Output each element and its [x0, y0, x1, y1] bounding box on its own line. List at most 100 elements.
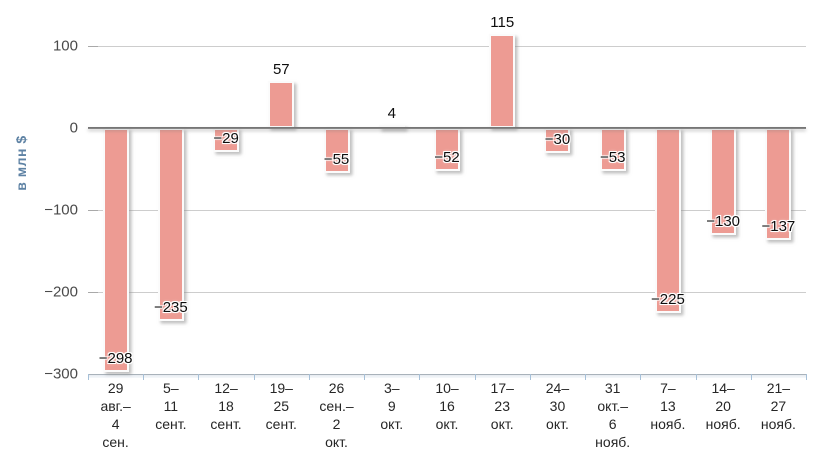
x-axis-label: 12– 18 сент. — [197, 379, 255, 433]
x-axis-label: 14– 20 нояб. — [694, 379, 752, 433]
x-axis-label: 26 сен.– 2 окт. — [308, 379, 366, 451]
x-axis-label-line: 19– — [269, 380, 293, 396]
x-axis-label-line: 31 — [604, 380, 621, 396]
x-axis-label: 24– 30 окт. — [528, 379, 586, 433]
x-axis-label-line: окт. — [435, 416, 459, 432]
x-axis-label-line: 5– — [163, 380, 179, 396]
bar-value-label: 4 — [387, 105, 396, 122]
x-axis-label-line: сен. — [102, 434, 129, 450]
x-axis-label-line: 6 — [608, 416, 617, 432]
x-axis-line — [88, 374, 806, 378]
x-axis-label-line: 11 — [163, 398, 179, 414]
x-axis-label: 3– 9 окт. — [363, 379, 421, 433]
x-axis-label-line: 12– — [214, 380, 238, 396]
bar-value-label: −29 — [213, 130, 239, 147]
x-axis-label-line: 23 — [494, 398, 510, 414]
bar — [268, 81, 294, 128]
x-tick-mark — [585, 374, 586, 380]
x-axis-label-line: 17– — [490, 380, 514, 396]
x-axis-label: 5– 11 сент. — [142, 379, 200, 433]
x-axis-label-line: 9 — [387, 398, 396, 414]
x-axis-label-line: 3– — [383, 380, 400, 396]
x-axis-label-line: окт.– — [597, 398, 628, 414]
x-axis-label-line: нояб. — [595, 434, 631, 450]
bar-value-label: −137 — [761, 218, 796, 235]
bar — [600, 128, 626, 171]
x-tick-mark — [364, 374, 365, 380]
bar-value-label: −298 — [98, 350, 133, 367]
bar — [489, 34, 515, 128]
bar-value-label: −52 — [434, 149, 460, 166]
x-tick-mark — [254, 374, 255, 380]
x-axis-label-line: 25 — [273, 398, 290, 414]
zero-axis-line — [88, 127, 806, 129]
x-tick-mark — [640, 374, 641, 380]
bar — [544, 128, 570, 153]
bar — [158, 128, 184, 321]
x-axis-label-line: сент. — [265, 416, 297, 432]
x-axis-label-line: 2 — [332, 416, 341, 432]
x-axis-label-line: 16 — [439, 398, 455, 414]
x-tick-mark — [530, 374, 531, 380]
x-axis-label: 29 авг.– 4 сен. — [87, 379, 145, 451]
x-tick-mark — [751, 374, 752, 380]
x-axis-label-line: 21– — [766, 380, 791, 396]
bar-value-label: −53 — [599, 149, 626, 166]
y-gridline — [88, 46, 806, 47]
x-tick-mark — [419, 374, 420, 380]
x-axis-label-line: 30 — [549, 398, 566, 414]
bar-value-label: −235 — [153, 299, 188, 316]
x-tick-mark — [143, 374, 144, 380]
x-axis-label-line: нояб. — [705, 416, 741, 432]
bar — [103, 128, 129, 372]
y-tick-mark — [88, 292, 98, 293]
x-axis-label-line: 13 — [660, 398, 676, 414]
x-axis-label-line: 29 — [107, 380, 124, 396]
bar — [324, 128, 350, 173]
x-tick-mark — [806, 374, 807, 380]
x-axis-label-line: 14– — [711, 380, 735, 396]
x-axis-label-line: 20 — [715, 398, 731, 414]
y-axis-tick-label: −100 — [44, 201, 78, 219]
x-axis-label-line: нояб. — [650, 416, 686, 432]
y-gridline — [88, 292, 806, 293]
y-axis-tick-label: 100 — [52, 37, 78, 55]
bar-value-label: −225 — [651, 291, 685, 308]
x-axis-label-line: нояб. — [760, 416, 796, 432]
x-axis-label-line: 26 — [328, 380, 345, 396]
x-axis-label-line: 7– — [660, 380, 676, 396]
y-axis-tick-label: −300 — [44, 365, 78, 383]
x-axis-label-line: сен.– — [319, 398, 354, 414]
x-axis-label-line: 4 — [111, 416, 120, 432]
x-axis-label-line: окт. — [325, 434, 348, 450]
x-axis-label-line: 10– — [435, 380, 459, 396]
x-axis-label: 19– 25 сент. — [252, 379, 310, 433]
bar — [434, 128, 460, 171]
bar-value-label: 57 — [272, 61, 290, 78]
bar-value-label: −55 — [323, 151, 350, 168]
bar-value-label: −30 — [544, 131, 571, 148]
x-axis-label-line: окт. — [546, 416, 569, 432]
x-axis-label-line: сент. — [155, 416, 187, 432]
x-tick-mark — [88, 374, 89, 380]
x-axis-label-line: окт. — [490, 416, 514, 432]
x-axis-label: 10– 16 окт. — [418, 379, 476, 433]
x-axis-label: 21– 27 нояб. — [749, 379, 807, 433]
y-tick-mark — [88, 46, 98, 47]
y-axis-title: в млн $ — [13, 135, 29, 191]
y-tick-mark — [88, 210, 98, 211]
bar — [710, 128, 736, 235]
x-tick-mark — [475, 374, 476, 380]
x-axis-label: 7– 13 нояб. — [639, 379, 697, 433]
x-axis-label: 17– 23 окт. — [473, 379, 531, 433]
x-axis-label: 31 окт.– 6 нояб. — [584, 379, 642, 451]
x-tick-mark — [696, 374, 697, 380]
bar — [655, 128, 681, 313]
x-axis-label-line: сент. — [210, 416, 242, 432]
x-axis-label-line: 27 — [770, 398, 787, 414]
bar-value-label: 115 — [490, 14, 515, 31]
x-tick-mark — [309, 374, 310, 380]
x-axis-label-line: авг.– — [100, 398, 131, 414]
y-axis-tick-label: 0 — [69, 119, 78, 137]
